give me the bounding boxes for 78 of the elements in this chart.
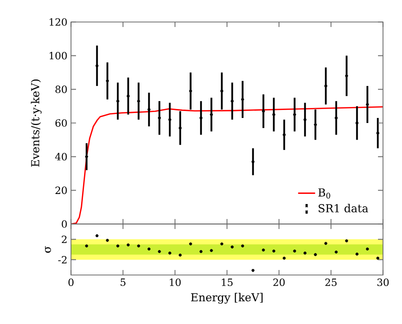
point	[334, 250, 338, 254]
point	[324, 84, 328, 88]
y-tick-label: 120	[50, 18, 67, 26]
point	[85, 244, 88, 248]
point	[178, 254, 182, 257]
point	[282, 133, 286, 136]
point	[376, 132, 380, 135]
point	[241, 98, 244, 101]
point	[189, 242, 192, 246]
point	[210, 249, 213, 252]
point	[304, 252, 306, 255]
point	[200, 116, 202, 120]
point	[126, 94, 130, 98]
point	[178, 126, 182, 130]
point	[158, 250, 161, 254]
point	[252, 160, 254, 164]
point	[262, 110, 265, 113]
y-tick-label: 100	[50, 52, 67, 60]
point	[334, 116, 338, 120]
point	[262, 248, 265, 252]
point	[272, 250, 276, 253]
point	[376, 256, 380, 260]
point	[230, 245, 234, 248]
point	[96, 64, 98, 68]
y-tick-label: -2	[58, 256, 67, 264]
point	[282, 256, 286, 260]
point	[252, 268, 254, 272]
point	[137, 100, 140, 103]
point	[168, 252, 172, 255]
y-tick-label: 40	[55, 152, 67, 160]
legend-label: B$_{0}$	[318, 188, 330, 198]
point	[366, 247, 369, 250]
x-tick-label: 5	[120, 278, 126, 286]
point	[126, 243, 130, 246]
point	[168, 118, 172, 122]
point	[189, 90, 192, 93]
y-tick-label: 60	[55, 119, 67, 127]
y-tick-label: 80	[55, 86, 67, 94]
point	[293, 113, 296, 116]
point	[272, 113, 276, 116]
x-tick-label: 25	[325, 278, 337, 286]
point	[148, 247, 150, 250]
x-tick-label: 15	[222, 278, 233, 286]
point	[304, 118, 306, 122]
point	[356, 252, 358, 256]
point	[293, 250, 296, 253]
point	[158, 116, 161, 120]
point	[220, 90, 224, 93]
legend-label: SR1 data	[318, 204, 368, 212]
point	[210, 113, 213, 116]
x-tick-label: 0	[68, 278, 74, 286]
point	[200, 250, 202, 254]
x-axis-title: Energy [keV]	[191, 292, 263, 304]
line-series	[71, 106, 384, 224]
y-axis-title: σ	[45, 246, 51, 253]
point	[137, 244, 140, 248]
y-tick-label: 2	[62, 236, 66, 243]
x-tick-label: 10	[170, 278, 181, 286]
y-axis-title: Events/(t·y·keV)	[30, 80, 42, 167]
point	[220, 242, 224, 246]
point	[345, 239, 348, 242]
point	[116, 100, 120, 103]
point	[314, 123, 317, 126]
y-tick-label: 0	[62, 220, 67, 228]
y-tick-label: 20	[55, 186, 67, 194]
point	[366, 102, 369, 106]
point	[324, 242, 328, 245]
point	[345, 74, 348, 78]
x-tick-label: 30	[377, 278, 389, 286]
point	[230, 100, 234, 103]
point	[85, 155, 88, 158]
point	[106, 79, 109, 82]
point	[241, 244, 244, 248]
point	[116, 244, 120, 248]
point	[106, 238, 109, 242]
point	[314, 253, 317, 256]
x-tick-label: 20	[273, 278, 285, 286]
point	[96, 234, 98, 238]
